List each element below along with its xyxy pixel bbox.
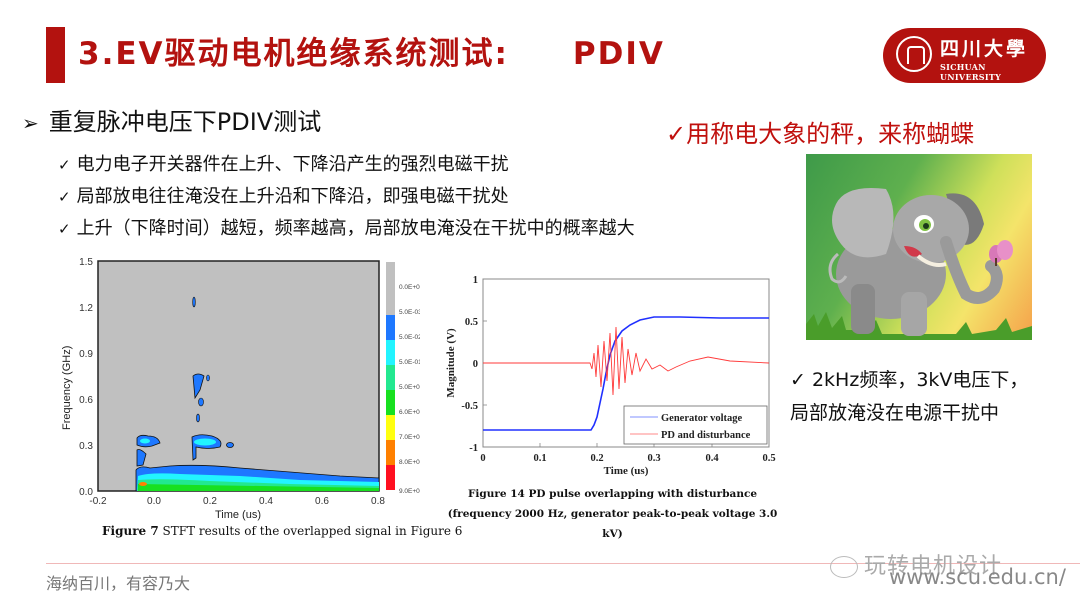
university-logo: 四川大學 SICHUAN UNIVERSITY (883, 28, 1046, 83)
logo-english-name: SICHUAN UNIVERSITY (940, 62, 1002, 82)
section-heading: ➢ 重复脉冲电压下PDIV测试 (22, 102, 321, 137)
bullet-text: 局部放电往往淹没在上升沿和下降沿，即强电磁干扰处 (76, 186, 509, 207)
title-accent-bar (46, 27, 65, 83)
svg-text:PD and disturbance: PD and disturbance (661, 430, 751, 441)
colorbar: 0.0E+00 5.0E-03 5.0E-02 5.0E-01 5.0E+00 … (386, 262, 420, 495)
footer-divider (46, 563, 1080, 564)
side-note-text: 2kHz频率，3kV电压下，局部放淹没在电源干扰中 (790, 369, 1029, 424)
svg-text:0.5: 0.5 (465, 317, 478, 328)
svg-text:0.3: 0.3 (79, 441, 93, 452)
section-heading-text: 重复脉冲电压下PDIV测试 (48, 108, 322, 136)
side-note: ✓ 2kHz频率，3kV电压下，局部放淹没在电源干扰中 (790, 364, 1040, 430)
bullet-item: ✓ 电力电子开关器件在上升、下降沿产生的强烈电磁干扰 (58, 150, 509, 176)
figure-7-caption: Figure 7 STFT results of the overlapped … (102, 524, 463, 538)
svg-text:0.4: 0.4 (259, 496, 273, 507)
bullet-text: 电力电子开关器件在上升、下降沿产生的强烈电磁干扰 (76, 154, 509, 175)
y-axis-label: Frequency (GHz) (61, 346, 73, 430)
check-icon: ✓ (666, 120, 687, 148)
logo-chinese-name: 四川大學 (940, 38, 1029, 60)
figure-14-caption: Figure 14 PD pulse overlapping with dist… (447, 488, 778, 540)
svg-text:0.8: 0.8 (371, 496, 385, 507)
watermark: 玩转电机设计 (830, 548, 1002, 580)
svg-text:1.2: 1.2 (79, 303, 93, 314)
svg-text:0.1: 0.1 (533, 453, 546, 464)
svg-text:0.5: 0.5 (762, 453, 775, 464)
bullet-text: 上升（下降时间）越短，频率越高，局部放电淹没在干扰中的概率越大 (76, 218, 635, 239)
x-axis-label: Time (us) (604, 465, 649, 477)
x-axis-label: Time (us) (215, 509, 261, 521)
svg-text:0.0E+00: 0.0E+00 (399, 284, 420, 291)
svg-text:9.0E+00: 9.0E+00 (399, 488, 420, 495)
svg-text:8.0E+00: 8.0E+00 (399, 459, 420, 466)
svg-text:5.0E-01: 5.0E-01 (399, 359, 420, 366)
svg-text:6.0E+00: 6.0E+00 (399, 409, 420, 416)
svg-text:0.6: 0.6 (315, 496, 329, 507)
slide-title: 3.EV驱动电机绝缘系统测试: PDIV (78, 36, 665, 72)
svg-text:0.3: 0.3 (647, 453, 660, 464)
highlight-statement: ✓用称电大象的秤，来称蝴蝶 (666, 114, 974, 149)
svg-text:0: 0 (480, 453, 485, 464)
svg-text:5.0E-02: 5.0E-02 (399, 334, 420, 341)
check-icon: ✓ (58, 188, 71, 206)
footer-url: www.scu.edu.cn/ (889, 565, 1066, 589)
svg-text:0.2: 0.2 (590, 453, 603, 464)
svg-text:7.0E+00: 7.0E+00 (399, 434, 420, 441)
bullet-item: ✓ 局部放电往往淹没在上升沿和下降沿，即强电磁干扰处 (58, 182, 509, 208)
svg-text:5.0E-03: 5.0E-03 (399, 309, 420, 316)
bullet-item: ✓ 上升（下降时间）越短，频率越高，局部放电淹没在干扰中的概率越大 (58, 214, 635, 240)
y-axis-label: Magnitude (V) (445, 328, 457, 398)
footer-motto: 海纳百川，有容乃大 (46, 574, 191, 593)
svg-text:0.6: 0.6 (79, 395, 93, 406)
elephant-illustration (806, 154, 1032, 340)
svg-text:1: 1 (473, 275, 478, 286)
svg-text:0.9: 0.9 (79, 349, 93, 360)
svg-text:1.5: 1.5 (79, 257, 93, 268)
svg-text:Generator voltage: Generator voltage (661, 413, 742, 424)
svg-text:5.0E+00: 5.0E+00 (399, 384, 420, 391)
svg-text:0: 0 (473, 359, 478, 370)
arrow-bullet-icon: ➢ (22, 111, 39, 135)
check-icon: ✓ (58, 156, 71, 174)
check-icon: ✓ (790, 369, 806, 391)
highlight-text: 用称电大象的秤，来称蝴蝶 (686, 120, 975, 148)
university-emblem-icon (896, 36, 932, 72)
stft-contour-chart: 1.5 1.2 0.9 0.6 0.3 0.0 Frequency (GHz) … (61, 257, 420, 521)
svg-text:0.0: 0.0 (147, 496, 161, 507)
check-icon: ✓ (58, 220, 71, 238)
pd-pulse-line-chart: 1 0.5 0 -0.5 -1 0 0.1 0.2 0.3 0.4 0.5 Ma… (445, 275, 776, 477)
svg-text:0.2: 0.2 (203, 496, 217, 507)
svg-text:0.0: 0.0 (79, 487, 93, 498)
svg-text:-0.5: -0.5 (461, 401, 478, 412)
svg-text:0.4: 0.4 (705, 453, 719, 464)
wechat-icon (830, 556, 858, 578)
chart-legend: Generator voltage PD and disturbance (623, 405, 768, 445)
svg-text:-1: -1 (469, 443, 478, 454)
svg-text:-0.2: -0.2 (89, 496, 107, 507)
